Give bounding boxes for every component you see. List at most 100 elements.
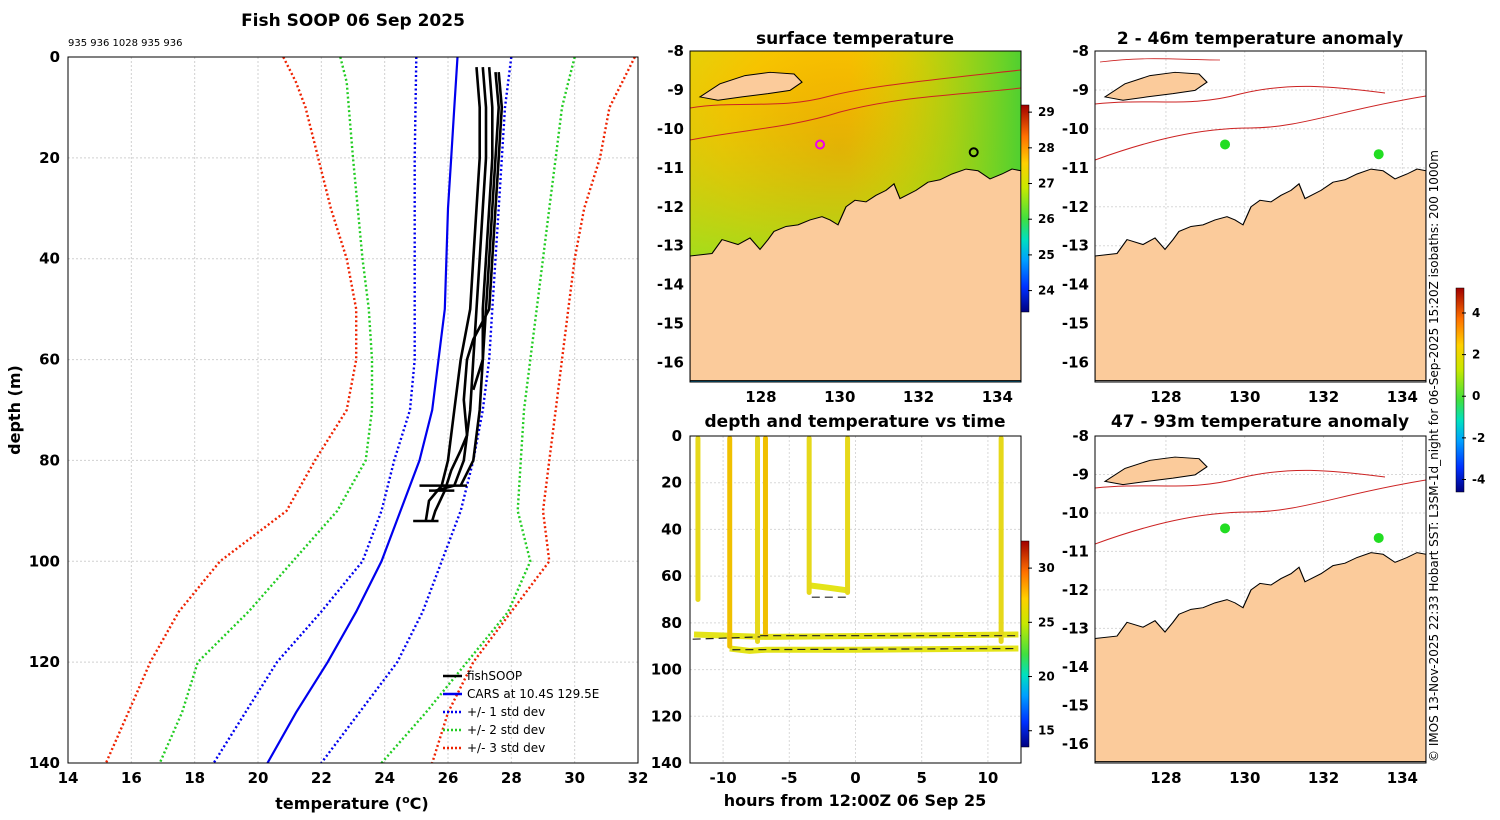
- time-depth-ytick: 20: [661, 474, 682, 492]
- profile-grid: [67, 56, 639, 764]
- sst-colorbar: [1020, 104, 1030, 313]
- colorbar-label: 28: [1038, 141, 1055, 155]
- anomaly-lower-land: [1095, 456, 1426, 763]
- map-ytick: -8: [1072, 42, 1089, 60]
- profile-line--3-std: [104, 57, 358, 763]
- map-ytick: -9: [1072, 465, 1089, 483]
- time-depth-ytick: 0: [672, 427, 682, 445]
- colorbar-label: 20: [1038, 670, 1055, 684]
- map-ytick: -13: [1062, 619, 1089, 637]
- colorbar-label: 26: [1038, 212, 1055, 226]
- map-xtick: 134: [982, 388, 1013, 406]
- map-ytick: -8: [667, 42, 684, 60]
- map-ytick: -13: [657, 237, 684, 255]
- time-depth-ytick: 120: [651, 707, 682, 725]
- time-depth-ytick: 80: [661, 614, 682, 632]
- anomaly-upper-map: [1095, 58, 1426, 382]
- map-xtick: 132: [1308, 769, 1339, 787]
- sst-tick-labels: 128 130 132 134 -8 -9 -10 -11 -12 -13 -14 -15 -16: [657, 42, 1013, 406]
- map-xtick: 132: [903, 388, 934, 406]
- time-depth-dashed: [732, 647, 1019, 651]
- profile-ytick: 20: [39, 149, 60, 167]
- time-depth-ytick: 40: [661, 520, 682, 538]
- colorbar-label: 24: [1038, 284, 1055, 298]
- anomaly-upper-axes-box: [1094, 50, 1427, 383]
- profile-line-fishsoop-1: [424, 66, 482, 522]
- anomaly-lower-isobath-1000: [1095, 479, 1426, 545]
- profile-xtick: 30: [564, 769, 585, 787]
- colorbar-label: 27: [1038, 177, 1055, 191]
- sst-markers: [815, 139, 979, 158]
- map-xtick: 128: [1150, 769, 1181, 787]
- time-depth-title: depth and temperature vs time: [705, 412, 1006, 432]
- colorbar-label: 0: [1472, 389, 1480, 403]
- anomaly-upper-tick-labels: 128 130 132 134 -8 -9 -10 -11 -12 -13 -14 -15 -16: [1062, 42, 1418, 406]
- map-xtick: 134: [1387, 388, 1418, 406]
- colorbar-label: 29: [1038, 105, 1055, 119]
- colorbar-label: 25: [1038, 248, 1055, 262]
- legend-cars: CARS at 10.4S 129.5E: [467, 687, 599, 701]
- profile-line-fishsoop-3: [459, 67, 494, 487]
- profile-tick-labels: 14 16 18 20 22 24 26 28 30 32 0 20 40 60 80 100 120 140: [29, 48, 649, 787]
- legend-1std: +/- 1 std dev: [467, 705, 545, 719]
- map-ytick: -11: [657, 159, 684, 177]
- profile-xlabel: temperature (oC): [275, 793, 428, 814]
- anomaly-upper-title: 2 - 46m temperature anomaly: [1117, 29, 1403, 49]
- profile-line--3-std: [431, 57, 636, 763]
- profile-xtick: 20: [248, 769, 269, 787]
- anomaly-lower-isobath-200: [1095, 469, 1386, 489]
- map-ytick: -16: [1062, 354, 1089, 372]
- map-ytick: -15: [1062, 696, 1089, 714]
- map-ytick: -10: [657, 120, 684, 138]
- colorbar-label: 2: [1472, 348, 1480, 362]
- anomaly-upper-isobath-1000: [1095, 95, 1426, 161]
- sst-colorbar-ticks: 29 28 27 26 25 24: [1028, 105, 1055, 298]
- map-marker: [815, 139, 826, 150]
- profile-xtick: 32: [628, 769, 649, 787]
- map-marker: [1220, 523, 1231, 534]
- colorbar-label: 15: [1038, 724, 1055, 738]
- sst-isobath-1000: [690, 87, 1021, 141]
- map-ytick: -14: [1062, 276, 1089, 294]
- legend-fishsoop: fishSOOP: [467, 669, 522, 683]
- map-xtick: 130: [824, 388, 855, 406]
- anomaly-lower-map: [1095, 456, 1426, 763]
- profile-line-fishsoop-5: [430, 71, 504, 522]
- anomaly-lower-panel: 47 - 93m temperature anomaly 128 130 132 13…: [1062, 287, 1485, 787]
- profile-xtick: 24: [374, 769, 395, 787]
- anomaly-colorbar-ticks: 4 2 0 -2 -4: [1462, 306, 1485, 487]
- anomaly-upper-panel: 2 - 46m temperature anomaly 128 130 132 134…: [1062, 29, 1427, 406]
- profile-xtick: 16: [121, 769, 142, 787]
- colorbar-label: 30: [1038, 561, 1055, 575]
- colorbar-label: 25: [1038, 615, 1055, 629]
- map-xtick: 130: [1229, 388, 1260, 406]
- sst-isobath-200: [690, 69, 1021, 109]
- map-ytick: -13: [1062, 237, 1089, 255]
- time-depth-xtick: 0: [850, 769, 860, 787]
- anomaly-lower-title: 47 - 93m temperature anomaly: [1111, 412, 1409, 432]
- map-ytick: -9: [1072, 81, 1089, 99]
- map-ytick: -16: [657, 354, 684, 372]
- map-ytick: -8: [1072, 427, 1089, 445]
- time-depth-xtick: -10: [710, 769, 737, 787]
- map-ytick: -11: [1062, 542, 1089, 560]
- profile-ylabel: depth (m): [5, 365, 24, 455]
- profile-line--1-std: [212, 57, 418, 763]
- profile-line-cars-mean: [266, 57, 459, 763]
- anomaly-lower-markers: [1220, 523, 1384, 543]
- colorbar-label: -2: [1472, 431, 1485, 445]
- map-xtick: 134: [1387, 769, 1418, 787]
- anomaly-lower-axes-box: [1094, 435, 1427, 764]
- profile-panel: Fish SOOP 06 Sep 2025 935 936 1028 935 9…: [5, 11, 648, 813]
- profile-axes-box: [67, 56, 639, 764]
- map-marker: [968, 147, 979, 158]
- time-depth-ytick: 60: [661, 567, 682, 585]
- map-ytick: -16: [1062, 735, 1089, 753]
- anomaly-colorbar: [1455, 287, 1465, 493]
- anomaly-upper-land: [1095, 71, 1426, 382]
- profile-ytick: 140: [29, 754, 60, 772]
- map-marker: [1373, 149, 1384, 160]
- anomaly-lower-tick-labels: 128 130 132 134 -8 -9 -10 -11 -12 -13 -14 -15 -16: [1062, 427, 1418, 787]
- time-depth-ytick: 100: [651, 661, 682, 679]
- map-ytick: -12: [1062, 581, 1089, 599]
